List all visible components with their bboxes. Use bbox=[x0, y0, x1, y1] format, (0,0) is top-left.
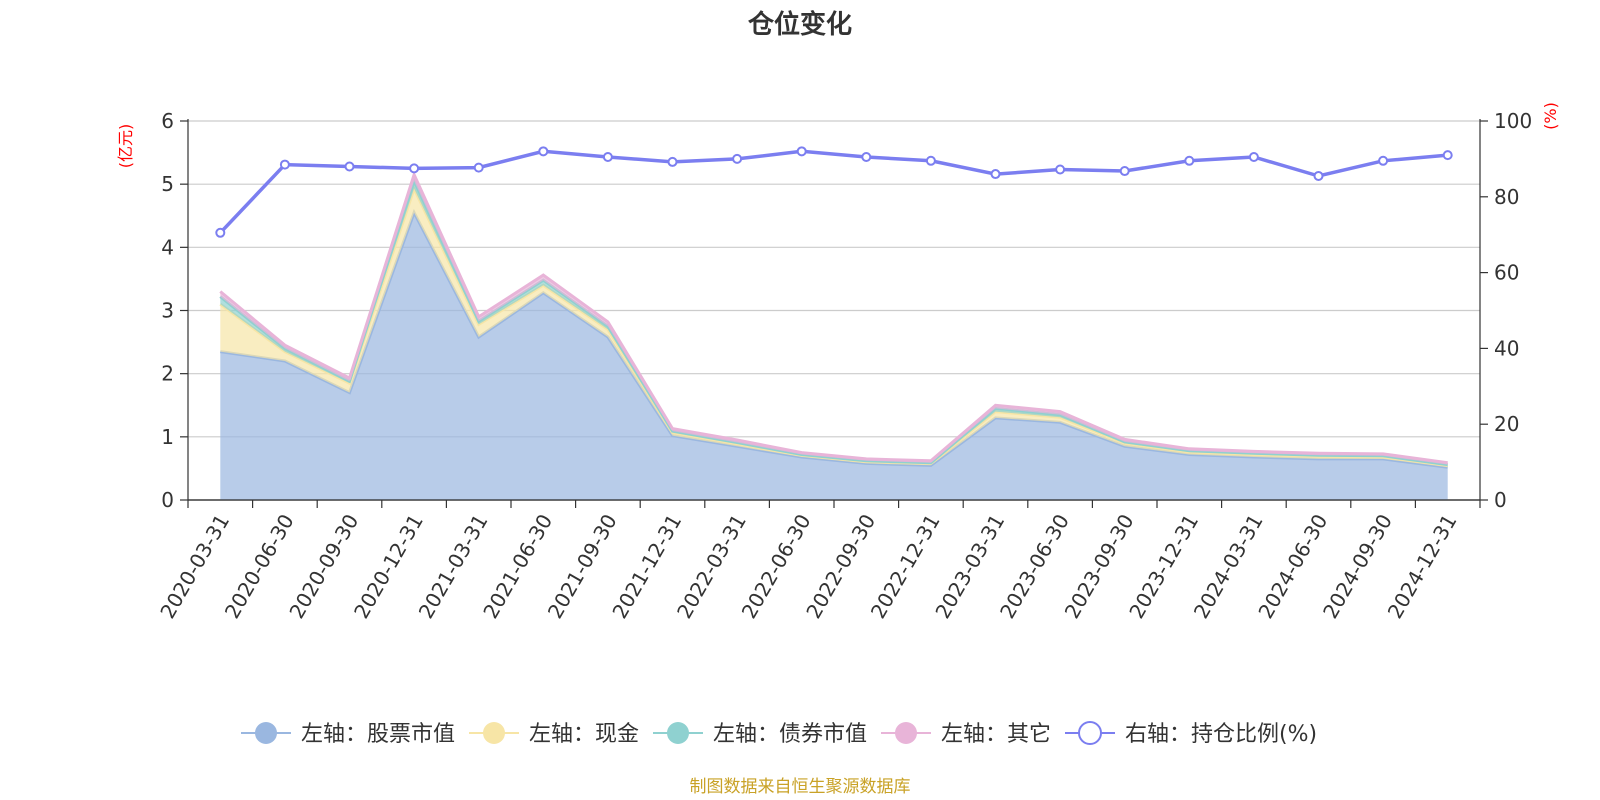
left-tick-label: 2 bbox=[161, 362, 174, 386]
ratio-point bbox=[667, 156, 678, 167]
legend-item: 左轴：现金 bbox=[469, 722, 639, 747]
ratio-point bbox=[1313, 170, 1324, 181]
legend-marker bbox=[667, 722, 689, 744]
legend-item: 右轴：持仓比例(%) bbox=[1065, 721, 1317, 747]
ratio-point bbox=[1055, 164, 1066, 175]
legend-marker bbox=[255, 722, 277, 744]
ratio-point bbox=[602, 152, 613, 163]
ratio-point bbox=[925, 155, 936, 166]
left-axis-unit: (亿元) bbox=[116, 124, 135, 169]
ratio-point bbox=[1248, 152, 1259, 163]
ratio-point bbox=[538, 146, 549, 157]
ratio-line-series bbox=[215, 146, 1453, 238]
legend-label: 左轴：股票市值 bbox=[301, 722, 455, 747]
ratio-point bbox=[861, 152, 872, 163]
ratio-point bbox=[1378, 155, 1389, 166]
right-tick-label: 80 bbox=[1494, 185, 1519, 209]
legend: 左轴：股票市值 左轴：现金 左轴：债券市值 左轴：其它 右轴：持仓比例(%) bbox=[241, 721, 1317, 747]
right-axis-unit: (%) bbox=[1541, 102, 1560, 130]
legend-label: 左轴：现金 bbox=[529, 722, 639, 747]
right-tick-label: 20 bbox=[1494, 412, 1519, 436]
ratio-line bbox=[219, 149, 1448, 235]
ratio-point bbox=[732, 153, 743, 164]
left-tick-label: 6 bbox=[161, 109, 174, 133]
legend-marker bbox=[895, 722, 917, 744]
ratio-point bbox=[279, 159, 290, 170]
area-左轴：股票市值 bbox=[220, 212, 1448, 500]
legend-item: 左轴：债券市值 bbox=[653, 722, 867, 747]
ratio-point bbox=[1184, 155, 1195, 166]
legend-marker bbox=[483, 722, 505, 744]
legend-marker bbox=[1078, 721, 1102, 745]
legend-label: 左轴：其它 bbox=[941, 722, 1051, 747]
right-tick-label: 100 bbox=[1494, 109, 1532, 133]
ratio-point bbox=[473, 162, 484, 173]
left-tick-label: 3 bbox=[161, 299, 174, 323]
legend-label: 右轴：持仓比例(%) bbox=[1125, 722, 1317, 747]
ratio-point bbox=[1442, 150, 1453, 161]
ratio-point bbox=[1119, 166, 1130, 177]
data-source-note: 制图数据来自恒生聚源数据库 bbox=[690, 777, 911, 797]
ratio-point bbox=[796, 146, 807, 157]
left-tick-label: 4 bbox=[161, 235, 174, 259]
legend-item: 左轴：其它 bbox=[881, 722, 1051, 747]
right-tick-label: 0 bbox=[1494, 488, 1507, 512]
ratio-point bbox=[215, 227, 226, 238]
ratio-point bbox=[990, 169, 1001, 180]
area-edge-左轴：其它 bbox=[219, 170, 1448, 465]
left-tick-label: 5 bbox=[161, 172, 174, 196]
right-tick-label: 60 bbox=[1494, 261, 1519, 285]
ratio-point bbox=[344, 161, 355, 172]
left-tick-label: 0 bbox=[161, 488, 174, 512]
ratio-point bbox=[409, 163, 420, 174]
stacked-areas bbox=[219, 170, 1448, 500]
right-tick-label: 40 bbox=[1494, 336, 1519, 360]
x-tick-label: 2024-12-31 bbox=[1383, 510, 1462, 623]
legend-label: 左轴：债券市值 bbox=[713, 722, 867, 747]
legend-item: 左轴：股票市值 bbox=[241, 722, 455, 747]
chart-title: 仓位变化 bbox=[747, 9, 852, 40]
left-tick-label: 1 bbox=[161, 425, 174, 449]
